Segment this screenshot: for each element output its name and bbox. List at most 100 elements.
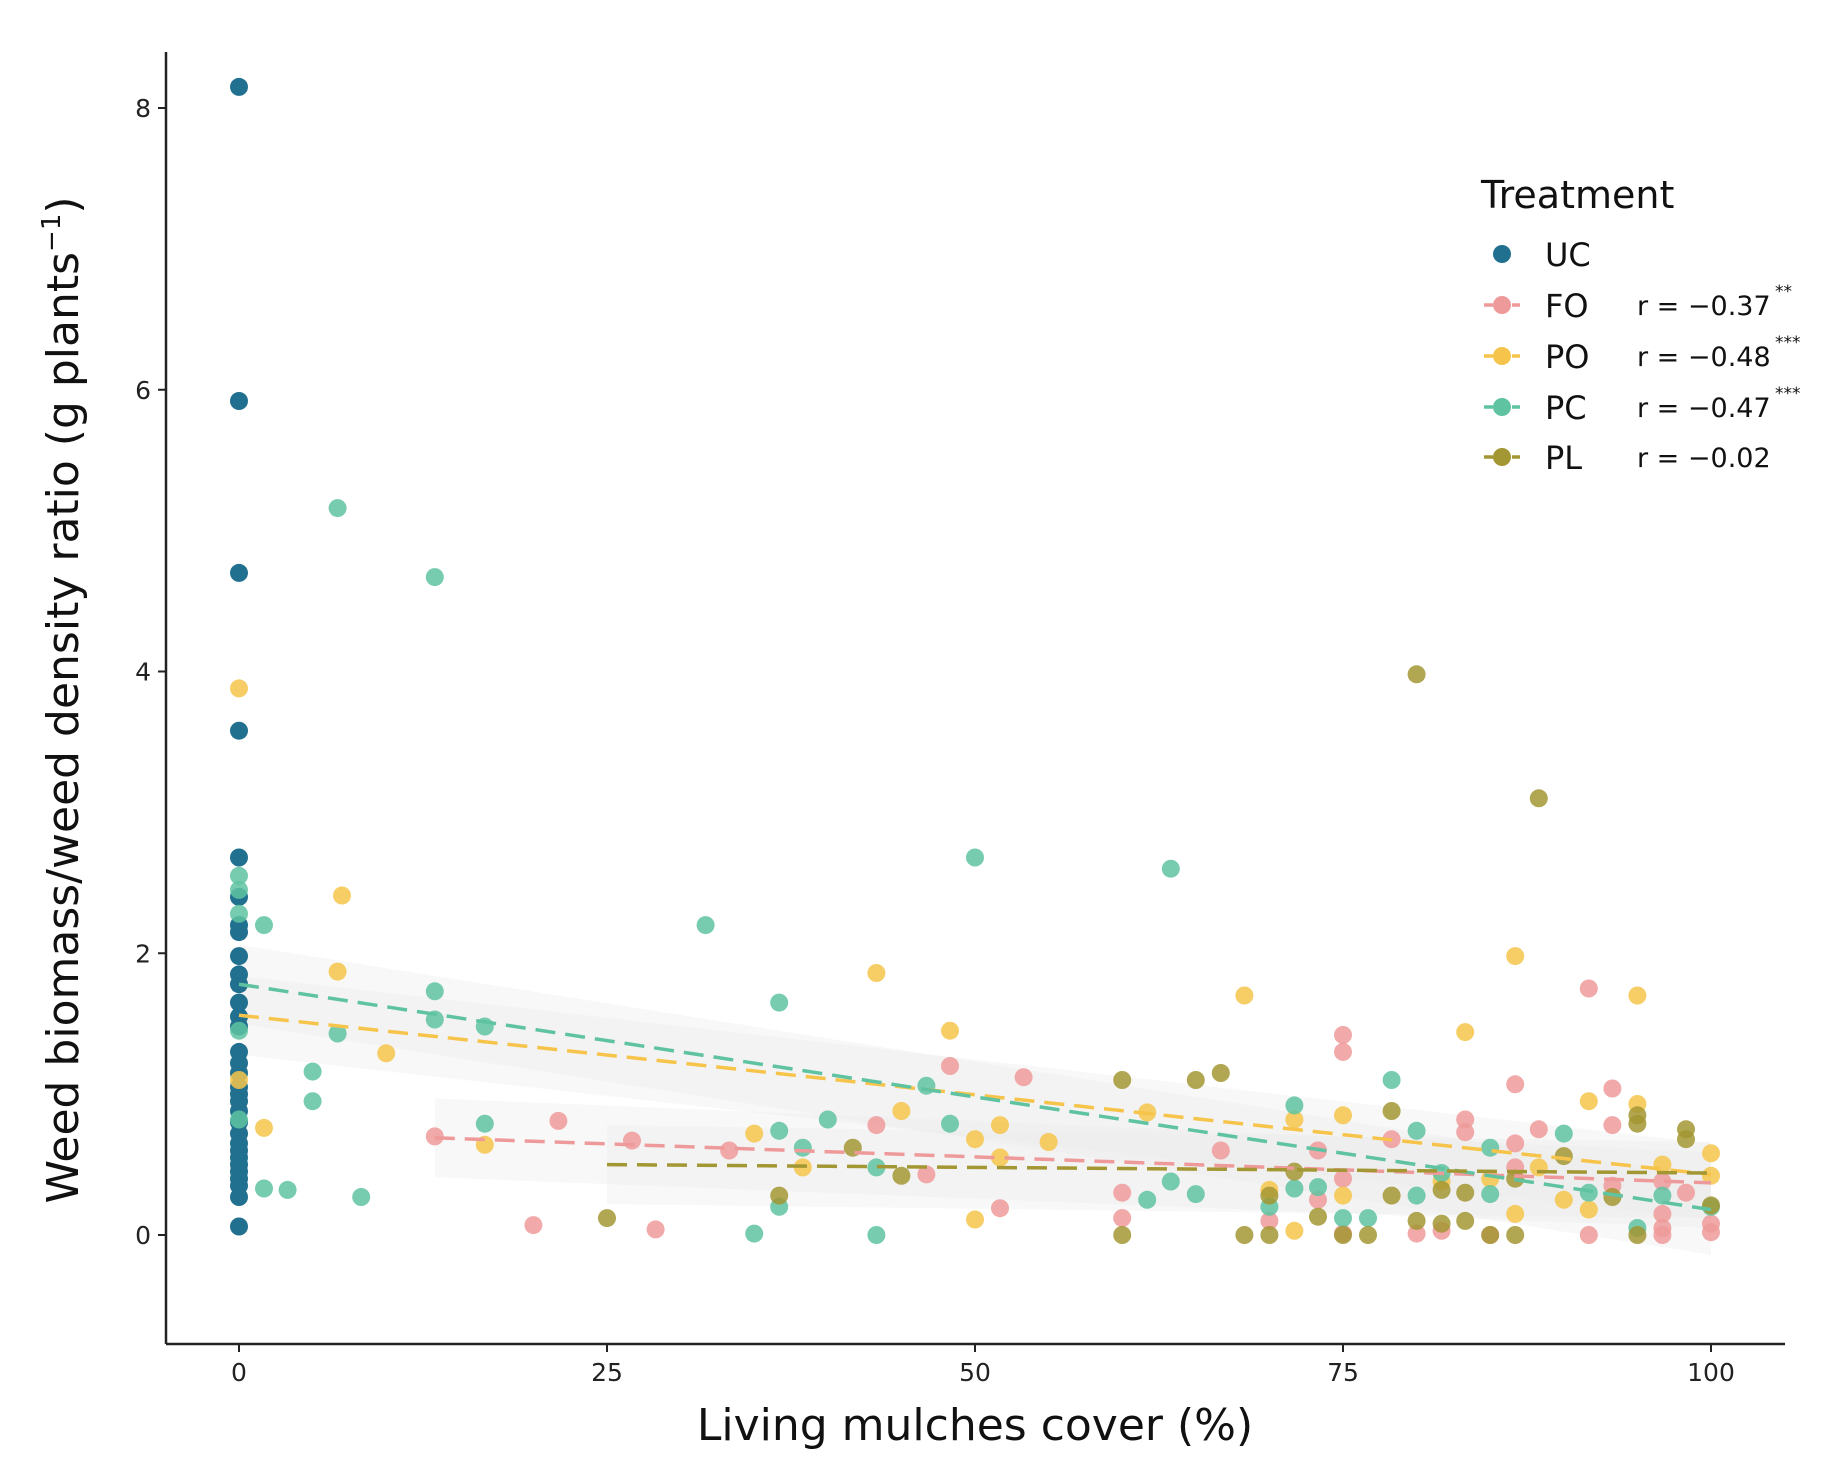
legend: Treatment UC FO r = −0.37 ** PO r = −0.48 *** P…: [1480, 173, 1801, 477]
point-pl: [1529, 789, 1548, 808]
point-fo: [1529, 1120, 1548, 1139]
point-pc: [230, 1110, 248, 1129]
point-pc: [303, 1062, 322, 1081]
point-pl: [1359, 1226, 1377, 1244]
point-pl: [1260, 1186, 1279, 1205]
y-tick-label: 6: [135, 376, 151, 405]
point-pc: [425, 982, 444, 1001]
point-fo: [1579, 1226, 1598, 1244]
legend-significance-po: ***: [1775, 333, 1801, 353]
point-po: [966, 1210, 984, 1229]
point-po: [1506, 947, 1525, 966]
point-fo: [1260, 1211, 1279, 1230]
point-po: [1285, 1221, 1304, 1240]
point-fo: [941, 1057, 959, 1075]
trend-lines: [238, 982, 1712, 1212]
point-pl: [1506, 1226, 1525, 1244]
y-axis-title-superscript: −1: [37, 214, 67, 252]
point-pc: [230, 1021, 248, 1040]
point-pc: [1285, 1179, 1304, 1198]
point-pl: [598, 1209, 616, 1228]
point-po: [1456, 1023, 1475, 1042]
y-tick-label: 2: [135, 939, 151, 968]
point-fo: [623, 1131, 641, 1150]
point-po: [892, 1102, 911, 1120]
x-ticks: 0 25 50 75 100: [231, 1344, 1735, 1387]
point-fo: [1407, 1224, 1426, 1243]
legend-key-dot-po: [1493, 347, 1511, 365]
point-fo: [1506, 1134, 1525, 1153]
point-pl: [1677, 1130, 1695, 1149]
point-fo: [1702, 1223, 1720, 1242]
point-pc: [1554, 1124, 1573, 1143]
point-pc: [230, 904, 248, 923]
point-pl: [1113, 1226, 1132, 1244]
point-pc: [1407, 1186, 1426, 1205]
point-pc: [1334, 1209, 1352, 1228]
point-po: [230, 679, 248, 698]
point-pc: [352, 1188, 371, 1206]
point-fo: [1653, 1204, 1672, 1223]
point-fo: [524, 1216, 543, 1235]
point-pl: [1432, 1180, 1451, 1199]
legend-title: Treatment: [1480, 173, 1674, 217]
point-po: [745, 1124, 764, 1143]
legend-significance-fo: **: [1775, 282, 1792, 302]
point-pl: [1235, 1226, 1254, 1244]
point-fo: [1603, 1116, 1622, 1135]
trend-line-po: [238, 1013, 1712, 1177]
point-pl: [1382, 1186, 1401, 1205]
legend-key-dot-uc: [1493, 245, 1511, 263]
legend-label-uc: UC: [1545, 236, 1591, 274]
point-pl: [1309, 1207, 1327, 1226]
point-fo: [991, 1199, 1009, 1218]
legend-key-dot-pl: [1493, 448, 1511, 466]
point-pl: [1382, 1102, 1401, 1120]
point-fo: [1603, 1079, 1622, 1098]
point-fo: [1211, 1141, 1230, 1160]
y-tick-label: 8: [135, 94, 151, 123]
point-pc: [303, 1092, 322, 1111]
point-pc: [770, 1121, 789, 1140]
point-fo: [1334, 1026, 1352, 1044]
point-po: [1285, 1110, 1304, 1129]
y-ticks: 0 2 4 6 8: [135, 94, 166, 1250]
point-uc: [230, 848, 248, 867]
point-fo: [1014, 1068, 1033, 1087]
point-fo: [1677, 1183, 1695, 1202]
point-fo: [646, 1220, 665, 1239]
legend-label-pl: PL: [1545, 439, 1582, 477]
point-fo: [1653, 1226, 1672, 1244]
point-po: [1702, 1144, 1720, 1163]
point-po: [1334, 1106, 1352, 1125]
point-pc: [867, 1226, 886, 1244]
point-pc: [1138, 1190, 1157, 1209]
point-po: [941, 1021, 959, 1040]
point-pl: [1702, 1196, 1720, 1215]
point-pl: [892, 1166, 911, 1185]
point-pc: [867, 1158, 886, 1177]
point-po: [1529, 1158, 1548, 1177]
point-uc: [230, 721, 248, 740]
point-po: [966, 1130, 984, 1149]
point-pc: [1481, 1138, 1500, 1157]
point-uc: [230, 947, 248, 966]
y-axis-title-main: Weed biomass/weed density ratio (g plant…: [38, 252, 89, 1204]
point-po: [1506, 1204, 1525, 1223]
point-pc: [328, 499, 347, 518]
point-pl: [1456, 1183, 1475, 1202]
point-pl: [1186, 1071, 1205, 1089]
data-points: [230, 77, 1720, 1244]
point-po: [1628, 986, 1647, 1005]
point-fo: [1579, 979, 1598, 998]
point-uc: [230, 77, 248, 96]
point-pc: [230, 880, 248, 899]
point-pl: [1628, 1226, 1647, 1244]
legend-correlation-fo: r = −0.37: [1637, 291, 1771, 322]
point-fo: [917, 1165, 936, 1184]
point-pl: [1260, 1226, 1279, 1244]
ribbon-po: [239, 975, 1711, 1220]
point-pl: [1432, 1214, 1451, 1233]
point-fo: [1113, 1209, 1132, 1228]
